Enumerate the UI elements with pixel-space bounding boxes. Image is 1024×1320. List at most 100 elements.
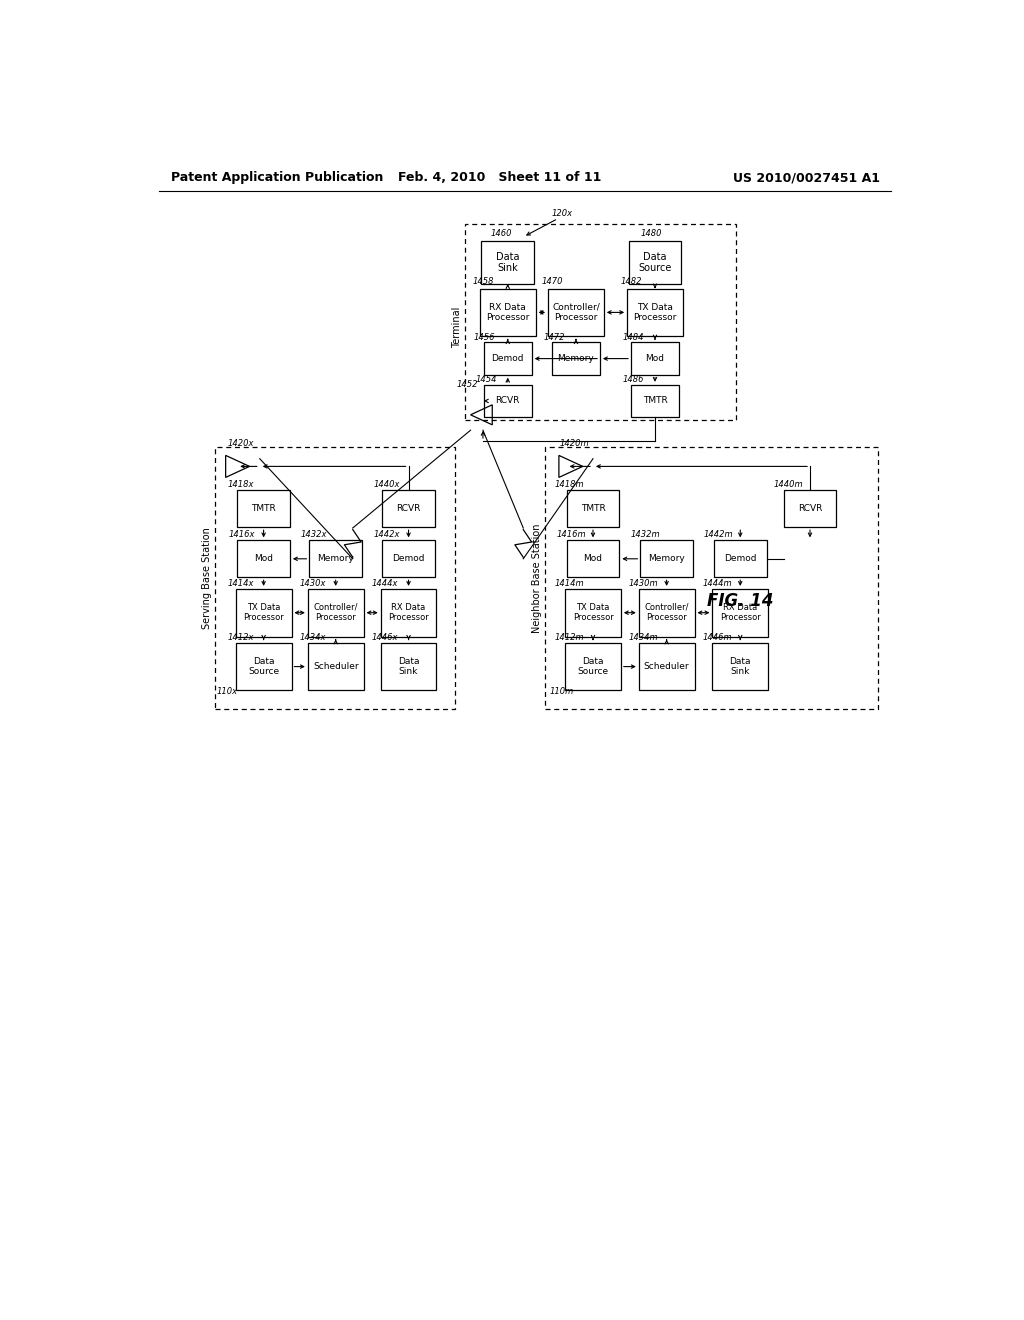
Text: 1442m: 1442m <box>703 529 733 539</box>
Text: FIG. 14: FIG. 14 <box>707 593 773 610</box>
Text: 1456: 1456 <box>474 333 496 342</box>
Bar <box>309 540 362 577</box>
Bar <box>382 490 435 527</box>
Text: RX Data
Processor: RX Data Processor <box>388 603 429 623</box>
Text: 1482: 1482 <box>621 277 642 286</box>
Text: 1446x: 1446x <box>372 632 398 642</box>
Text: 1452: 1452 <box>457 380 478 388</box>
Bar <box>565 589 621 636</box>
Text: 1470: 1470 <box>542 277 563 286</box>
Text: 110x: 110x <box>217 686 238 696</box>
Text: Data
Sink: Data Sink <box>496 252 519 273</box>
Bar <box>236 643 292 690</box>
Text: Mod: Mod <box>254 554 273 564</box>
Bar <box>545 447 879 709</box>
Bar <box>629 242 681 284</box>
Text: 1416x: 1416x <box>228 529 255 539</box>
Text: 1418m: 1418m <box>555 479 585 488</box>
Text: 1458: 1458 <box>472 277 494 286</box>
Text: Controller/
Processor: Controller/ Processor <box>313 603 358 623</box>
Text: 1480: 1480 <box>640 228 662 238</box>
Text: 1484: 1484 <box>623 333 644 342</box>
Text: 1460: 1460 <box>490 228 512 238</box>
Text: Mod: Mod <box>645 354 665 363</box>
Bar <box>566 540 620 577</box>
Text: 1486: 1486 <box>623 375 644 384</box>
Text: RX Data
Processor: RX Data Processor <box>720 603 761 623</box>
Bar <box>481 242 535 284</box>
Bar <box>627 289 683 337</box>
Bar <box>714 540 767 577</box>
Text: TX Data
Processor: TX Data Processor <box>572 603 613 623</box>
Bar <box>640 540 693 577</box>
Bar <box>382 540 435 577</box>
Text: Controller/
Processor: Controller/ Processor <box>644 603 689 623</box>
Text: Demod: Demod <box>724 554 757 564</box>
Bar <box>713 589 768 636</box>
Text: 1446m: 1446m <box>702 632 732 642</box>
Text: 1430x: 1430x <box>299 579 326 587</box>
Text: Memory: Memory <box>648 554 685 564</box>
Bar <box>783 490 837 527</box>
Text: Scheduler: Scheduler <box>644 663 689 671</box>
Bar <box>215 447 455 709</box>
Text: 1432x: 1432x <box>301 529 328 539</box>
Text: 110m: 110m <box>550 686 574 696</box>
Text: 1414m: 1414m <box>555 579 585 587</box>
Text: 1430m: 1430m <box>629 579 658 587</box>
Bar <box>483 342 531 375</box>
Text: 1420m: 1420m <box>559 438 589 447</box>
Bar <box>566 490 620 527</box>
Text: TMTR: TMTR <box>643 396 668 405</box>
Text: Feb. 4, 2010   Sheet 11 of 11: Feb. 4, 2010 Sheet 11 of 11 <box>398 172 602 185</box>
Text: 1416m: 1416m <box>556 529 586 539</box>
Text: 120x: 120x <box>552 210 572 218</box>
Text: TMTR: TMTR <box>581 504 605 513</box>
Text: 1440x: 1440x <box>374 479 400 488</box>
Text: RX Data
Processor: RX Data Processor <box>486 302 529 322</box>
Text: 1412m: 1412m <box>555 632 585 642</box>
Text: TMTR: TMTR <box>251 504 276 513</box>
Text: 1418x: 1418x <box>227 479 254 488</box>
Text: Mod: Mod <box>584 554 602 564</box>
Text: TX Data
Processor: TX Data Processor <box>244 603 284 623</box>
Text: RCVR: RCVR <box>396 504 421 513</box>
Bar <box>552 342 600 375</box>
Bar <box>639 589 694 636</box>
Text: Scheduler: Scheduler <box>313 663 358 671</box>
Bar <box>713 643 768 690</box>
Text: Data
Sink: Data Sink <box>397 657 419 676</box>
Text: Demod: Demod <box>492 354 524 363</box>
Text: 1444x: 1444x <box>372 579 398 587</box>
Bar <box>381 643 436 690</box>
Bar <box>565 643 621 690</box>
Text: TX Data
Processor: TX Data Processor <box>633 302 677 322</box>
Text: 1432m: 1432m <box>630 529 659 539</box>
Bar <box>238 540 290 577</box>
Text: Demod: Demod <box>392 554 425 564</box>
Bar <box>631 342 679 375</box>
Text: Data
Source: Data Source <box>638 252 672 273</box>
Text: 1434m: 1434m <box>629 632 658 642</box>
Text: 1412x: 1412x <box>227 632 254 642</box>
Text: 1472: 1472 <box>544 333 565 342</box>
Text: 1434x: 1434x <box>299 632 326 642</box>
Text: Data
Sink: Data Sink <box>729 657 751 676</box>
Text: 1442x: 1442x <box>374 529 400 539</box>
Text: Memory: Memory <box>558 354 594 363</box>
Text: Controller/
Processor: Controller/ Processor <box>552 302 600 322</box>
Text: 1414x: 1414x <box>227 579 254 587</box>
Bar <box>483 385 531 417</box>
Bar <box>381 589 436 636</box>
Text: US 2010/0027451 A1: US 2010/0027451 A1 <box>733 172 880 185</box>
Text: Data
Source: Data Source <box>578 657 608 676</box>
Text: Memory: Memory <box>317 554 354 564</box>
Text: Serving Base Station: Serving Base Station <box>202 527 212 630</box>
Text: 1444m: 1444m <box>702 579 732 587</box>
Bar <box>308 589 364 636</box>
Text: Terminal: Terminal <box>452 308 462 348</box>
Bar <box>236 589 292 636</box>
Bar <box>480 289 536 337</box>
Bar <box>639 643 694 690</box>
Text: Patent Application Publication: Patent Application Publication <box>171 172 383 185</box>
